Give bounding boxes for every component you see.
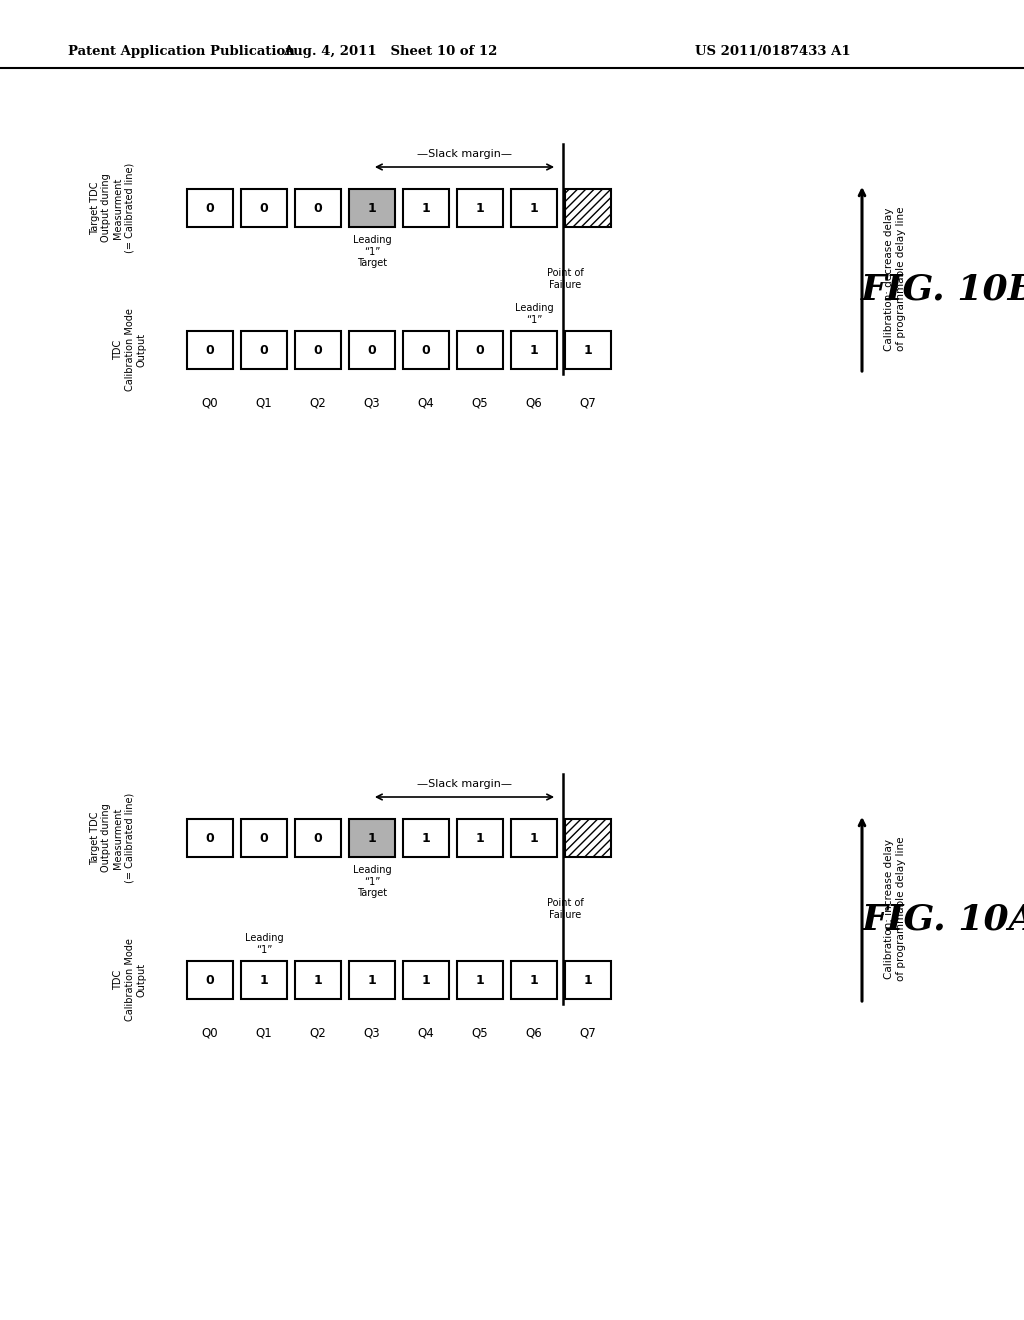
- Bar: [187, 961, 233, 999]
- Bar: [565, 189, 611, 227]
- Text: 1: 1: [422, 832, 430, 845]
- Bar: [187, 818, 233, 857]
- Text: Q6: Q6: [525, 1027, 543, 1040]
- Text: Q6: Q6: [525, 397, 543, 411]
- Text: 0: 0: [206, 202, 214, 214]
- Bar: [241, 961, 287, 999]
- Text: 1: 1: [529, 343, 539, 356]
- Text: —Slack margin—: —Slack margin—: [417, 779, 512, 789]
- Bar: [457, 331, 503, 370]
- Bar: [295, 331, 341, 370]
- Bar: [187, 331, 233, 370]
- Text: Q2: Q2: [309, 397, 327, 411]
- Text: 0: 0: [368, 343, 377, 356]
- Text: Q5: Q5: [472, 1027, 488, 1040]
- Bar: [511, 818, 557, 857]
- Bar: [457, 961, 503, 999]
- Text: 0: 0: [422, 343, 430, 356]
- Bar: [295, 189, 341, 227]
- Text: Q0: Q0: [202, 1027, 218, 1040]
- Bar: [403, 189, 449, 227]
- Text: 1: 1: [422, 974, 430, 986]
- Text: Q0: Q0: [202, 397, 218, 411]
- Text: 0: 0: [260, 343, 268, 356]
- Text: 0: 0: [313, 202, 323, 214]
- Bar: [403, 331, 449, 370]
- Bar: [241, 818, 287, 857]
- Text: 1: 1: [529, 974, 539, 986]
- Text: 1: 1: [529, 202, 539, 214]
- Text: TDC
Calibration Mode
Output: TDC Calibration Mode Output: [114, 939, 146, 1022]
- Text: Target TDC
Output during
Measurment
(= Calibrated line): Target TDC Output during Measurment (= C…: [90, 793, 134, 883]
- Text: US 2011/0187433 A1: US 2011/0187433 A1: [695, 45, 851, 58]
- Bar: [241, 189, 287, 227]
- Bar: [403, 818, 449, 857]
- Bar: [349, 961, 395, 999]
- Bar: [403, 961, 449, 999]
- Text: 1: 1: [368, 832, 377, 845]
- Text: Leading
“1”: Leading “1”: [245, 933, 284, 954]
- Bar: [565, 818, 611, 857]
- Text: 1: 1: [260, 974, 268, 986]
- Text: Point of
Failure: Point of Failure: [547, 898, 584, 920]
- Text: Leading
“1”: Leading “1”: [515, 304, 553, 325]
- Text: 1: 1: [475, 974, 484, 986]
- Text: Q4: Q4: [418, 397, 434, 411]
- Text: Q2: Q2: [309, 1027, 327, 1040]
- Text: 1: 1: [475, 832, 484, 845]
- Bar: [241, 331, 287, 370]
- Text: 0: 0: [260, 202, 268, 214]
- Bar: [511, 961, 557, 999]
- Text: Calibration: increase delay
of programmable delay line: Calibration: increase delay of programma…: [884, 837, 906, 981]
- Text: 1: 1: [422, 202, 430, 214]
- Text: FIG. 10B: FIG. 10B: [861, 272, 1024, 306]
- Text: Target TDC
Output during
Measurment
(= Calibrated line): Target TDC Output during Measurment (= C…: [90, 162, 134, 253]
- Text: Q5: Q5: [472, 397, 488, 411]
- Bar: [295, 961, 341, 999]
- Text: FIG. 10A: FIG. 10A: [862, 902, 1024, 936]
- Bar: [565, 961, 611, 999]
- Bar: [349, 189, 395, 227]
- Text: 1: 1: [584, 343, 592, 356]
- Text: Aug. 4, 2011   Sheet 10 of 12: Aug. 4, 2011 Sheet 10 of 12: [283, 45, 498, 58]
- Text: 1: 1: [475, 202, 484, 214]
- Bar: [565, 331, 611, 370]
- Text: 1: 1: [529, 832, 539, 845]
- Text: Q1: Q1: [256, 1027, 272, 1040]
- Bar: [457, 189, 503, 227]
- Text: Q4: Q4: [418, 1027, 434, 1040]
- Text: Q3: Q3: [364, 1027, 380, 1040]
- Text: Leading
“1”
Target: Leading “1” Target: [352, 235, 391, 268]
- Text: Q3: Q3: [364, 397, 380, 411]
- Text: 0: 0: [313, 832, 323, 845]
- Text: 0: 0: [206, 832, 214, 845]
- Text: Calibration: decrease delay
of programmable delay line: Calibration: decrease delay of programma…: [884, 207, 906, 351]
- Text: 1: 1: [313, 974, 323, 986]
- Text: TDC
Calibration Mode
Output: TDC Calibration Mode Output: [114, 309, 146, 392]
- Text: Q7: Q7: [580, 1027, 596, 1040]
- Text: Point of
Failure: Point of Failure: [547, 268, 584, 290]
- Bar: [187, 189, 233, 227]
- Text: Q1: Q1: [256, 397, 272, 411]
- Text: 1: 1: [584, 974, 592, 986]
- Text: Patent Application Publication: Patent Application Publication: [68, 45, 295, 58]
- Text: 0: 0: [475, 343, 484, 356]
- Bar: [457, 818, 503, 857]
- Bar: [349, 818, 395, 857]
- Text: 1: 1: [368, 202, 377, 214]
- Text: Q7: Q7: [580, 397, 596, 411]
- Text: —Slack margin—: —Slack margin—: [417, 149, 512, 158]
- Bar: [349, 331, 395, 370]
- Text: 0: 0: [206, 343, 214, 356]
- Bar: [295, 818, 341, 857]
- Text: Leading
“1”
Target: Leading “1” Target: [352, 865, 391, 898]
- Bar: [565, 189, 611, 227]
- Bar: [511, 331, 557, 370]
- Bar: [511, 189, 557, 227]
- Bar: [565, 818, 611, 857]
- Text: 0: 0: [313, 343, 323, 356]
- Text: 0: 0: [206, 974, 214, 986]
- Text: 0: 0: [260, 832, 268, 845]
- Text: 1: 1: [368, 974, 377, 986]
